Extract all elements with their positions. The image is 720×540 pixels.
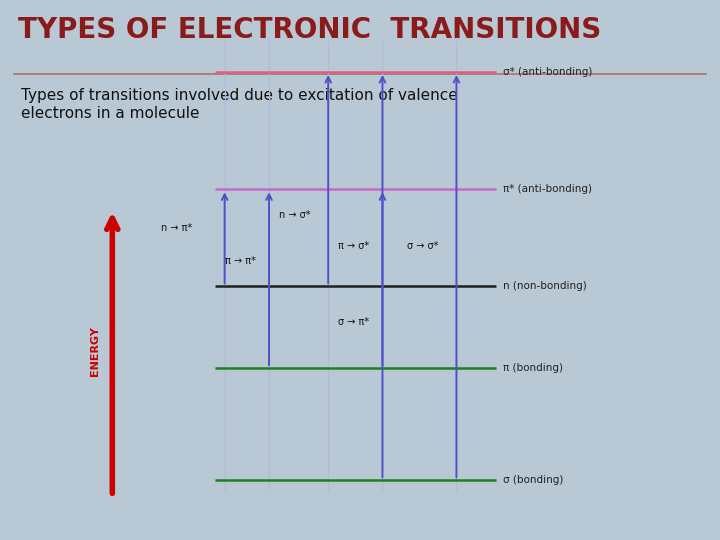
Text: n (non-bonding): n (non-bonding) xyxy=(503,281,587,292)
Text: n → π*: n → π* xyxy=(161,222,192,233)
Text: π → π*: π → π* xyxy=(225,256,256,266)
Text: σ → σ*: σ → σ* xyxy=(407,240,438,251)
Text: n → σ*: n → σ* xyxy=(279,210,310,220)
Text: TYPES OF ELECTRONIC  TRANSITIONS: TYPES OF ELECTRONIC TRANSITIONS xyxy=(18,16,601,44)
Text: ENERGY: ENERGY xyxy=(90,326,100,376)
Text: π* (anti-bonding): π* (anti-bonding) xyxy=(503,184,593,194)
Text: σ (bonding): σ (bonding) xyxy=(503,475,564,485)
Text: σ* (anti-bonding): σ* (anti-bonding) xyxy=(503,67,593,77)
Text: σ → π*: σ → π* xyxy=(338,317,369,327)
Text: Types of transitions involved due to excitation of valence
electrons in a molecu: Types of transitions involved due to exc… xyxy=(21,89,457,121)
Text: π (bonding): π (bonding) xyxy=(503,363,563,373)
Text: π → σ*: π → σ* xyxy=(338,240,369,251)
